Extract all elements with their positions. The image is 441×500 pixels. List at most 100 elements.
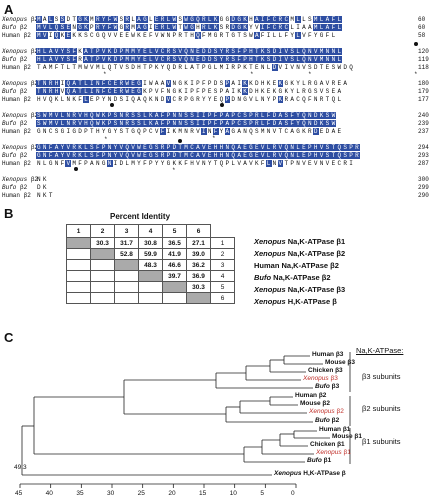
axis-tick-label: 35 [76,490,84,497]
gene-name: β2 [16,120,28,127]
alignment-position: 287 [418,160,429,167]
protein-name: H,K-ATPase β [285,297,337,306]
alignment-position: 60 [418,24,426,31]
protein-label: Xenopus Na,K-ATPase β3 [254,285,345,294]
axis-tick-label: 5 [260,490,264,497]
identity-cell [90,281,115,293]
identity-cell [138,270,163,282]
protein-label: Xenopus Na,K-ATPase β2 [254,249,345,258]
tree-leaf-label: Bufo β2 [315,417,339,424]
protein-label: Xenopus H,K-ATPase β [254,297,337,306]
alignment-species-label: Xenopus β2 [2,16,38,23]
alignment-position: 118 [418,64,429,71]
axis-tick-label: 20 [168,490,176,497]
species-name: Xenopus [254,237,286,246]
identity-cell: 30.3 [186,281,211,293]
tree-leaf-label: Xenopus β2 [309,408,344,415]
species-name: Bufo [315,383,330,390]
identity-cell: 48.3 [138,259,163,271]
identity-cell [90,292,115,304]
tree-leaf-label: Xenopus β1 [316,449,351,456]
identity-cell [90,270,115,282]
leaf-name: β2 [329,417,340,424]
species-name: Bufo [2,120,17,127]
protein-name: Na,K-ATPase β2 [271,273,331,282]
identity-cell [162,292,187,304]
axis-tick-label: 10 [229,490,237,497]
table-row: 39.7 36.9 4 [66,270,235,282]
species-name: Bufo [254,273,272,282]
gene-name: β2 [16,56,28,63]
tree-leaf-label: Xenopus H,K-ATPase β [274,470,346,477]
identity-cell [66,248,91,260]
identity-cell [66,270,91,282]
alignment-position: 239 [418,120,429,127]
species-name: Bufo [2,56,17,63]
species-name: Xenopus [274,470,302,477]
tree-svg [19,352,351,488]
panel-label-c: C [4,330,14,345]
row-number: 4 [210,270,235,282]
gene-name: β2 [27,144,39,151]
identity-cell: 31.7 [114,237,139,249]
glycosylation-star-icon: * [103,71,107,78]
alignment-species-label: Human β2 [2,32,31,39]
identity-cell [90,259,115,271]
column-header-blank [211,225,235,238]
identity-cell [114,281,139,293]
alignment-position: 180 [418,80,429,87]
alignment-species-label: Human β2 [2,192,31,199]
alignment-species-label: Bufo β2 [2,88,27,95]
axis-tick-label: 15 [199,490,207,497]
species-name: Bufo [2,184,17,191]
alignment-position: 299 [418,184,429,191]
row-number: 1 [210,237,235,249]
gene-name: β2 [20,64,31,71]
species-name: Xenopus [2,144,28,151]
tree-leaf-label: Xenopus β3 [303,375,338,382]
species-name: Human [2,64,21,71]
leaf-name: Chicken β1 [310,441,345,448]
alignment-position: 179 [418,88,429,95]
alignment-species-label: Xenopus β2 [2,112,38,119]
alignment-position: 294 [418,144,429,151]
leaf-name: β1 [341,449,351,456]
species-name: Xenopus [254,297,286,306]
tree-leaf-label: Mouse β1 [332,433,362,440]
tree-leaf-label: Mouse β3 [325,359,355,366]
identity-cell [138,292,163,304]
identity-cell [186,292,211,304]
identity-cell: 36.9 [186,270,211,282]
table-row: 30.3 31.7 30.8 36.5 27.1 1 [66,237,235,249]
table-row: 48.3 46.6 36.2 3 [66,259,235,271]
leaf-name: Human β2 [295,392,327,399]
alignment-species-label: Human β2 [2,160,31,167]
gene-name: β2 [20,192,31,199]
leaf-name: Mouse β3 [325,359,355,366]
column-header: 6 [186,224,211,238]
axis-tick-label: 0 [291,490,295,497]
identity-cell [90,248,115,260]
root-value: 49.3 [14,464,27,471]
panel-label-b: B [4,206,14,221]
species-name: Bufo [2,152,17,159]
gene-name: β2 [16,184,28,191]
leaf-name: β2 [334,408,344,415]
cysteine-dot-icon [414,42,418,46]
alignment-species-label: Human β2 [2,64,31,71]
alignment-species-label: Xenopus β2 [2,144,38,151]
identity-cell: 46.6 [162,259,187,271]
gene-name: β2 [27,112,39,119]
cysteine-dot-icon [178,139,182,143]
alignment-species-label: Xenopus β2 [2,80,38,87]
species-name: Human [2,128,21,135]
identity-cell: 36.2 [186,259,211,271]
identity-cell [114,259,139,271]
percent-identity-title: Percent Identity [110,212,171,221]
